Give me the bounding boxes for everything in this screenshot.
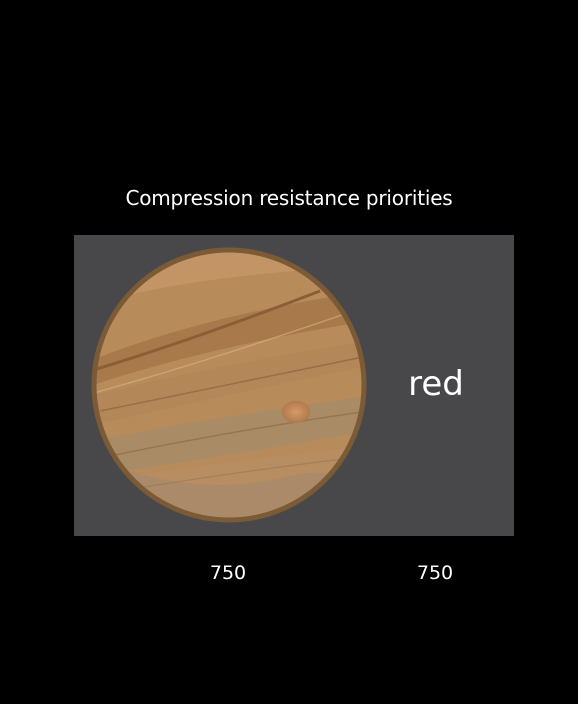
page-title: Compression resistance priorities [125, 186, 453, 210]
color-label: red [408, 363, 464, 404]
stack-view: red [74, 235, 514, 536]
label-priority-value: 750 [416, 562, 454, 584]
image-priority-value: 750 [209, 562, 247, 584]
jupiter-planet-icon [90, 246, 368, 524]
